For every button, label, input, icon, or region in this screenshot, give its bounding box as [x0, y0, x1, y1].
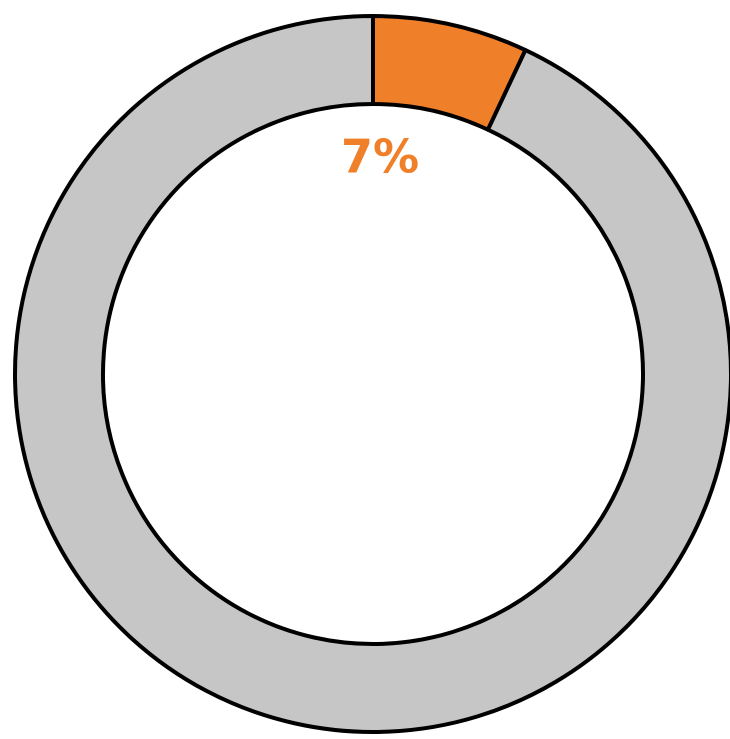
- value-label: 7%: [341, 130, 419, 184]
- donut-segment: [13, 14, 730, 734]
